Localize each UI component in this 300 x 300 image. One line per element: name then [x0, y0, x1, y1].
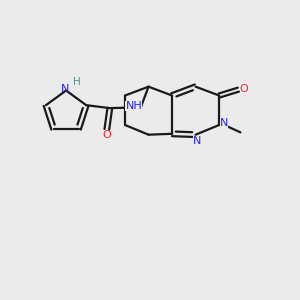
Text: N: N [193, 136, 201, 146]
Text: N: N [60, 84, 69, 94]
Text: H: H [73, 77, 80, 87]
Text: O: O [103, 130, 111, 140]
Text: NH: NH [126, 101, 142, 111]
Text: N: N [220, 118, 228, 128]
Text: O: O [240, 84, 249, 94]
